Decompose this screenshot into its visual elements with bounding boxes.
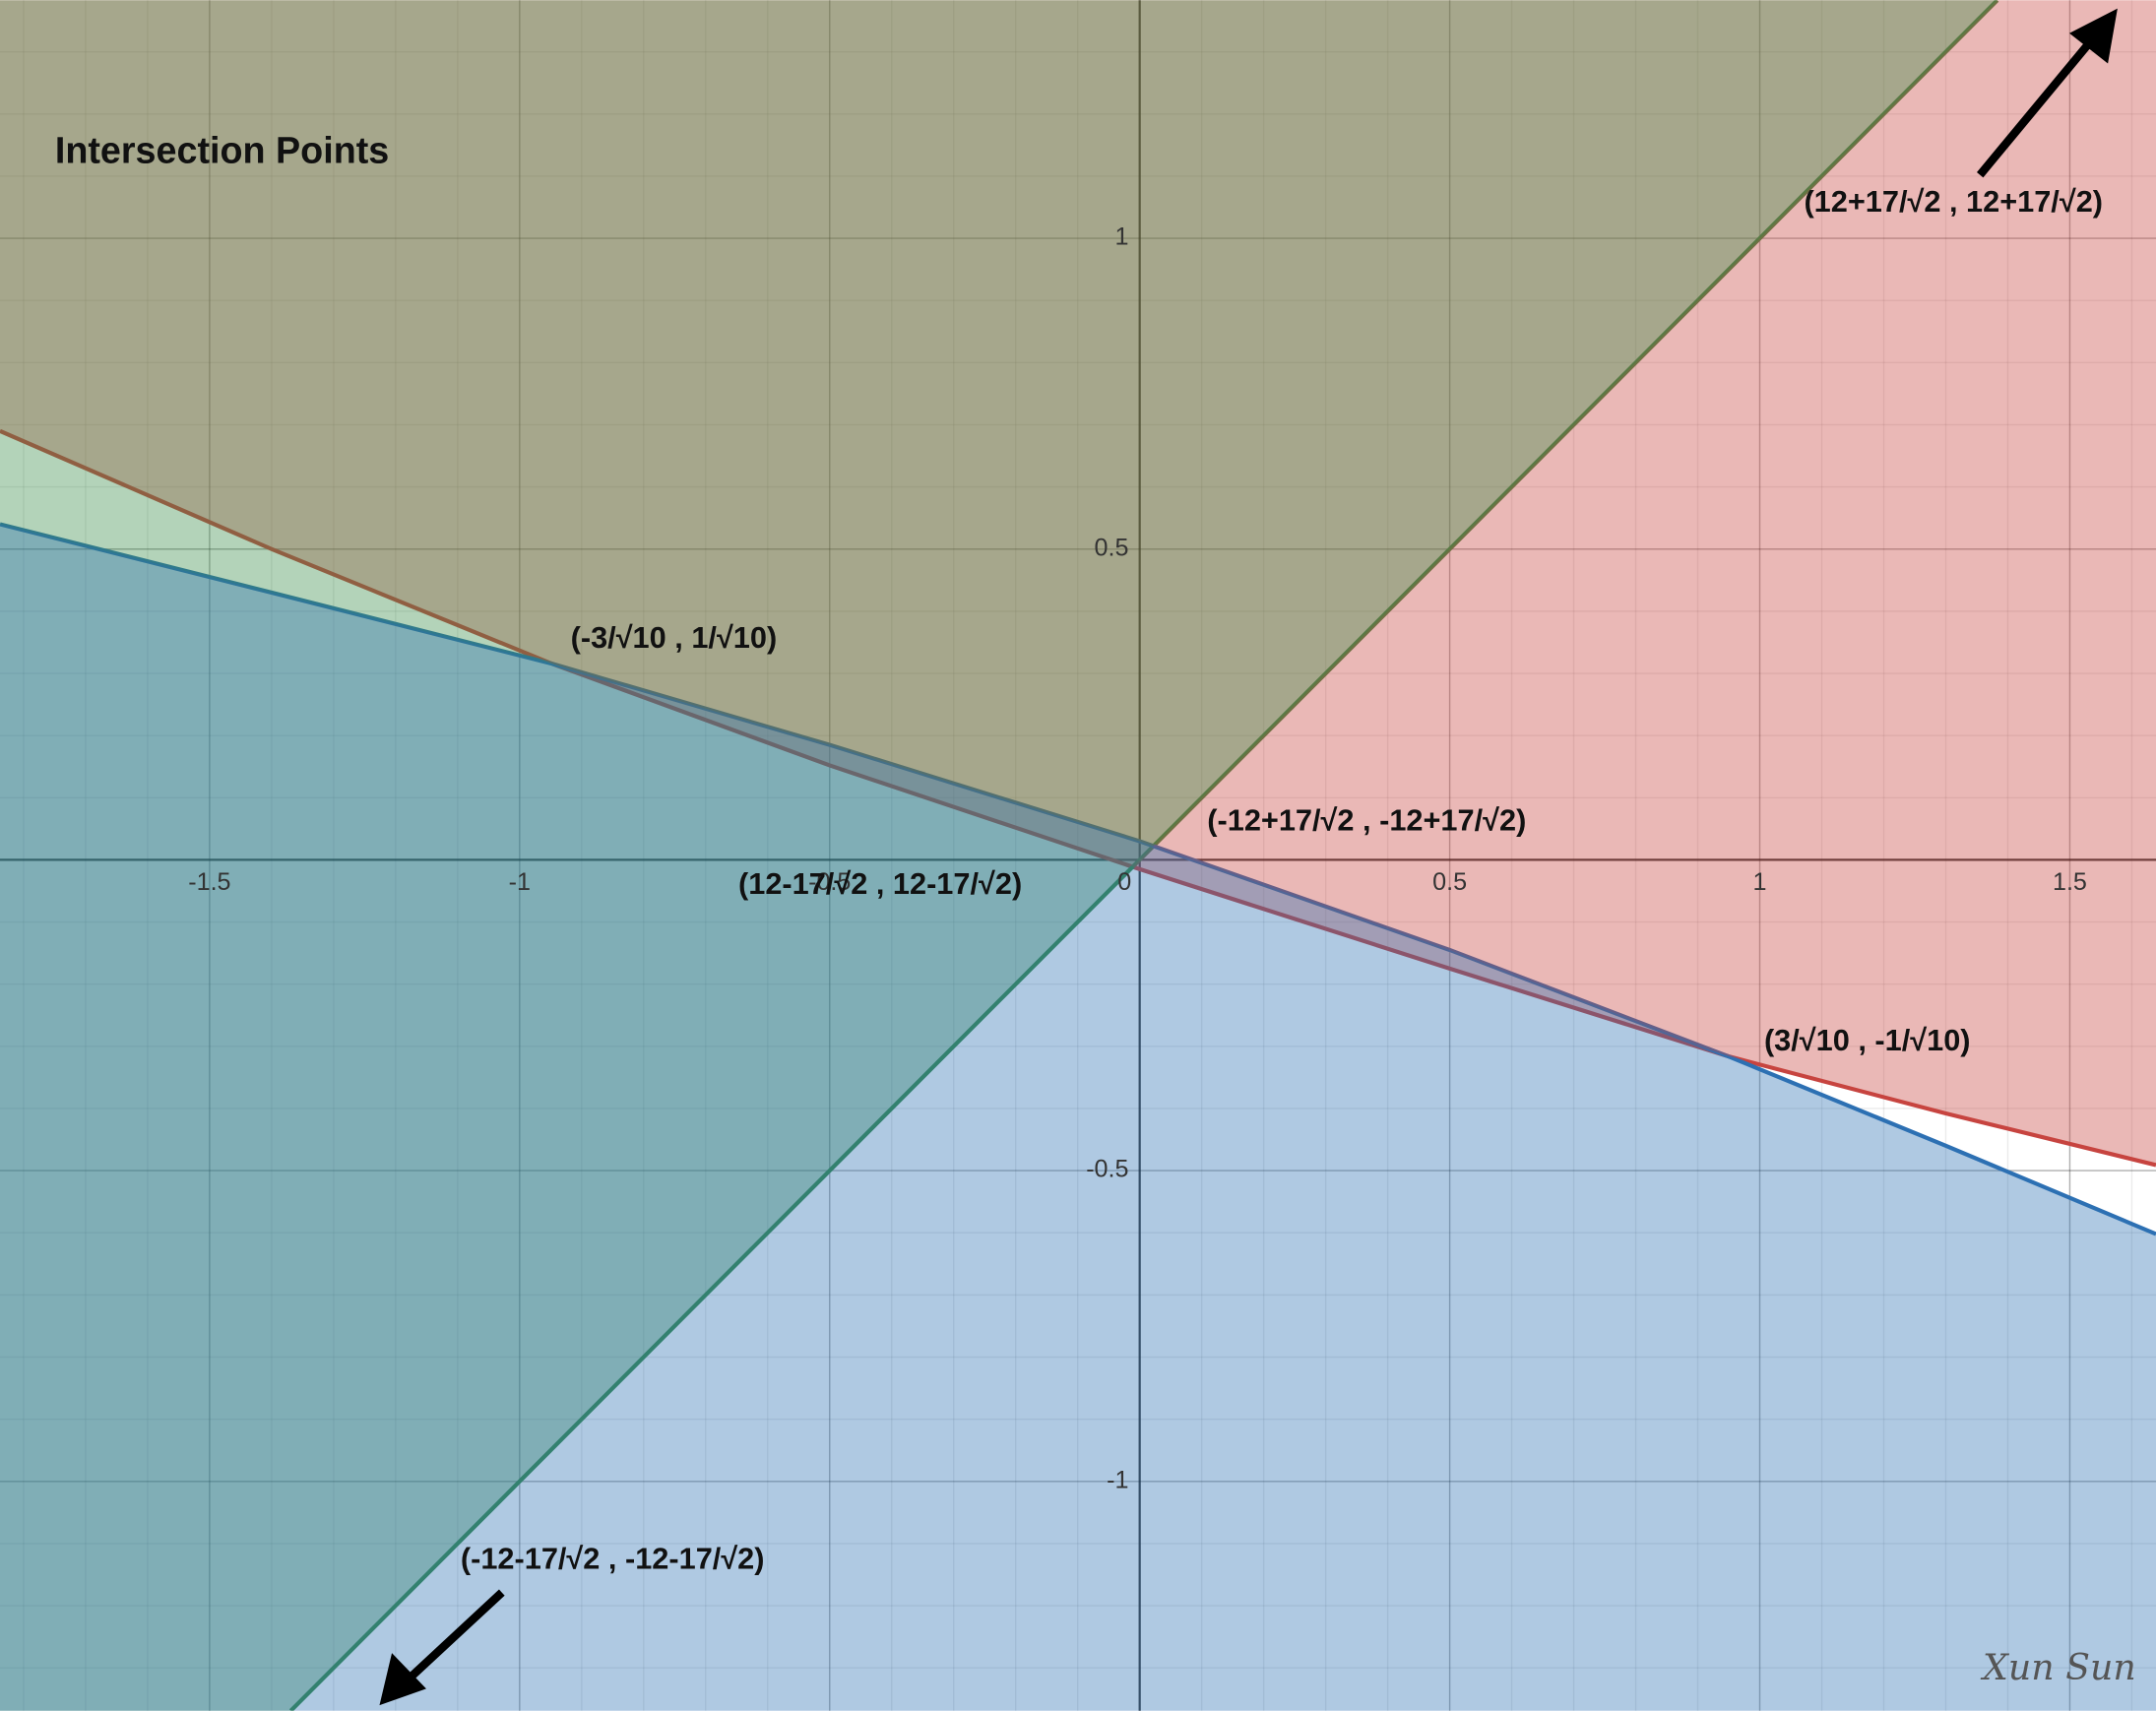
point-label: (12-17/√2 , 12-17/√2)	[738, 866, 1022, 901]
x-tick-label: 0.5	[1432, 868, 1467, 896]
y-tick-label: 0.5	[1095, 534, 1129, 561]
x-tick-label: -0.5	[808, 868, 851, 896]
point-label: (-3/√10 , 1/√10)	[571, 620, 778, 655]
x-tick-label: -1.5	[188, 868, 230, 896]
point-label: (3/√10 , -1/√10)	[1764, 1023, 1971, 1057]
signature: Xun Sun	[1980, 1646, 2136, 1688]
arrow-up-right	[1976, 8, 2118, 178]
y-tick-label: -0.5	[1086, 1156, 1128, 1183]
arrow-down-left	[379, 1589, 505, 1706]
y-tick-label: -1	[1107, 1466, 1128, 1493]
x-tick-label: 1	[1753, 868, 1767, 896]
x-tick-label: -1	[509, 868, 531, 896]
curve	[0, 428, 2156, 1168]
chart-title: Intersection Points	[55, 129, 389, 170]
x-tick-label: 1.5	[2053, 868, 2087, 896]
curve	[288, 0, 1999, 1711]
x-tick-label: 0	[1117, 868, 1131, 896]
point-label: (-12+17/√2 , -12+17/√2)	[1207, 803, 1526, 838]
curve	[0, 522, 2156, 1236]
point-label: (12+17/√2 , 12+17/√2)	[1804, 184, 2103, 219]
point-label: (-12-17/√2 , -12-17/√2)	[461, 1542, 765, 1576]
y-tick-label: 1	[1115, 223, 1129, 251]
labels: -1.5 -1 -0.5 0 0.5 1 1.5 -1 -0.5 0.5 1 (12+17/√2 , …	[188, 184, 2103, 1576]
